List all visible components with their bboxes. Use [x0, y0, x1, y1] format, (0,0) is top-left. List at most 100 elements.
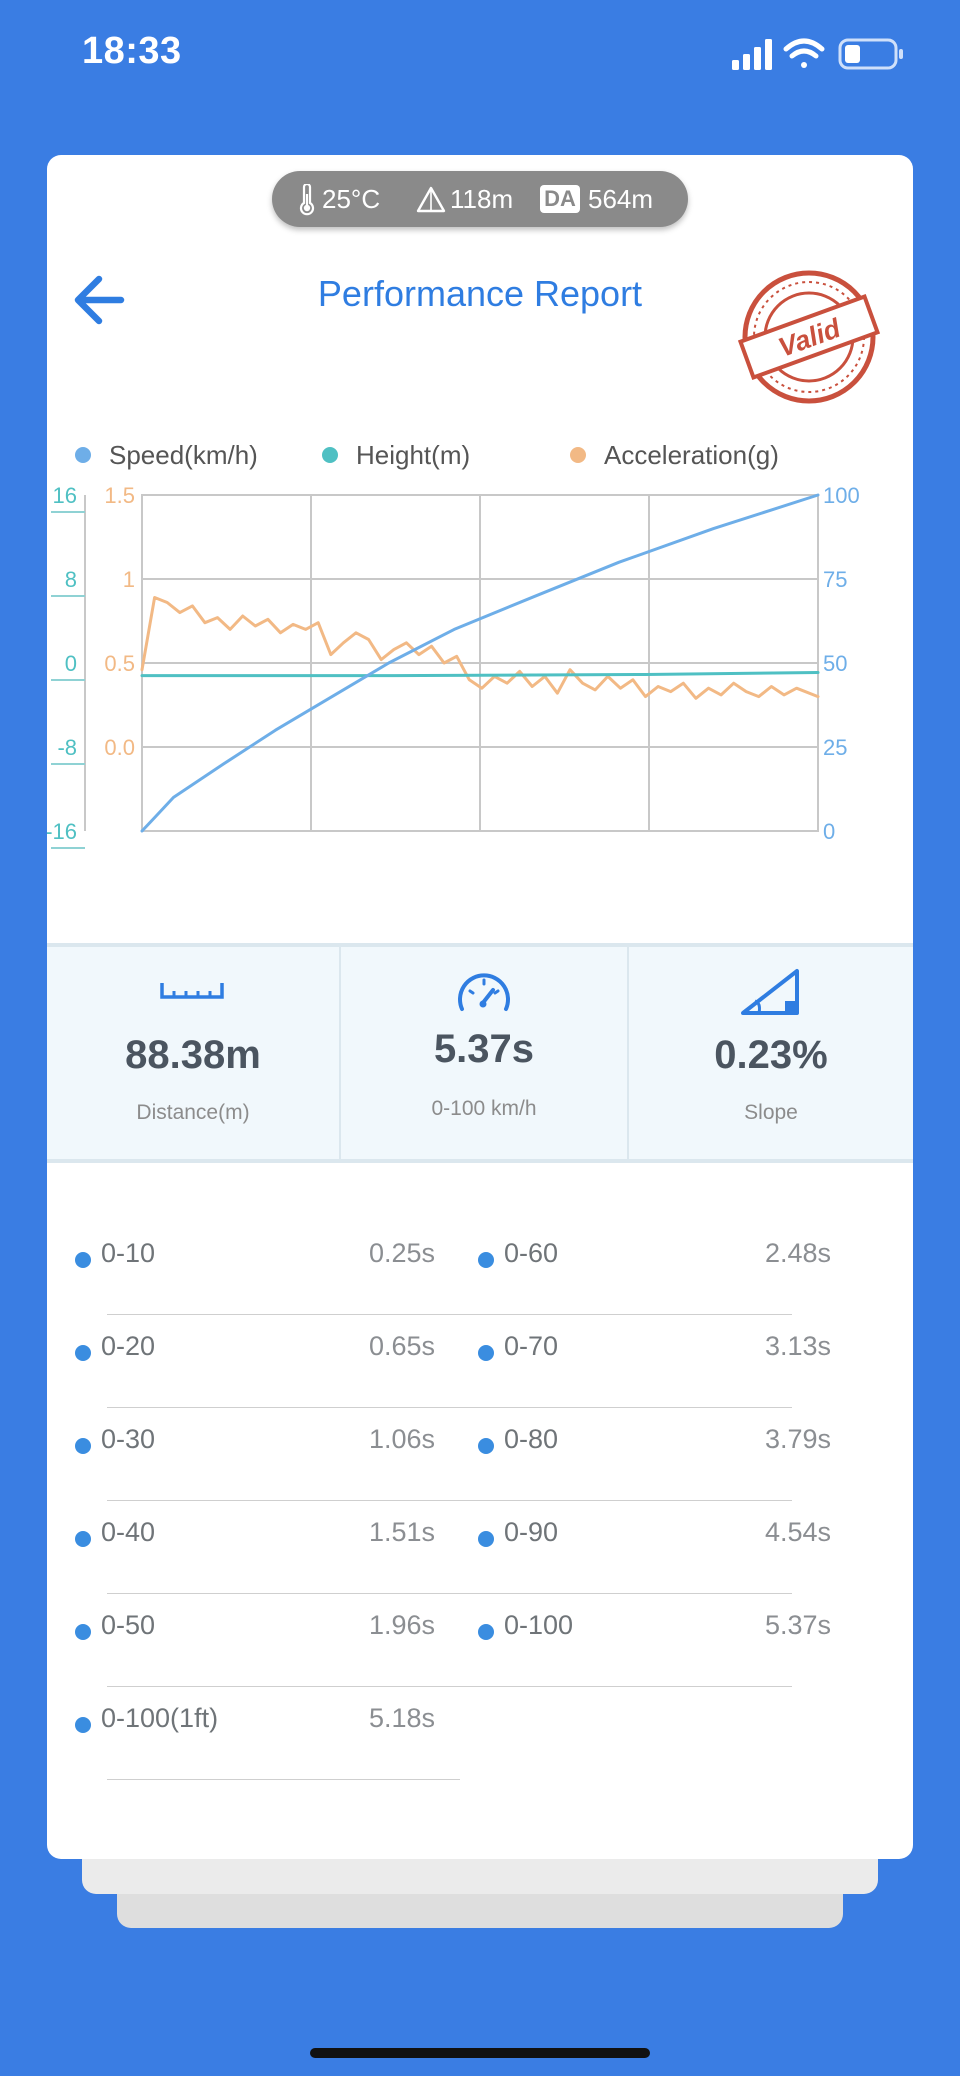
split-time: 4.54s [764, 1517, 831, 1547]
split-range: 0-70 [504, 1331, 559, 1361]
split-item: 0-80 3.79s [478, 1408, 848, 1501]
density-altitude-value: 564m [588, 184, 654, 214]
legend-label-speed: Speed(km/h) [109, 440, 258, 470]
split-item: 0-50 1.96s [75, 1594, 792, 1687]
split-time: 2.48s [764, 1238, 831, 1268]
valid-stamp-icon: Valid [737, 270, 881, 404]
split-divider [107, 1686, 792, 1687]
split-range: 0-80 [504, 1424, 559, 1454]
split-range: 0-40 [101, 1517, 156, 1547]
home-indicator [310, 2048, 650, 2058]
legend-label-height: Height(m) [356, 440, 471, 470]
split-dot [478, 1438, 494, 1454]
status-icons [732, 38, 903, 70]
split-time: 3.13s [764, 1331, 831, 1361]
density-altitude-badge: DA [540, 185, 580, 213]
split-dot [478, 1531, 494, 1547]
performance-chart: 16 8 0 -8 -16 1.5 1 0.5 0.0 100 75 50 25 0 [47, 485, 860, 849]
legend-item-speed: Speed(km/h) [75, 435, 258, 475]
zero-to-hundred-label: 0-100 km/h [431, 1097, 537, 1120]
split-dot [478, 1252, 494, 1268]
split-dot [75, 1717, 91, 1733]
split-range: 0-100(1ft) [101, 1703, 219, 1733]
split-divider [107, 1593, 792, 1594]
stat-distance: 88.38m Distance(m) [47, 947, 339, 1159]
split-time: 5.37s [764, 1610, 831, 1640]
speedometer-icon [458, 973, 510, 1011]
stats-panel: 88.38m Distance(m) 5.37s 0-100 km/h 0.23… [47, 943, 913, 1163]
split-time: 0.65s [368, 1331, 435, 1361]
legend-dot-acceleration [570, 447, 586, 464]
split-item: 0-90 4.54s [478, 1501, 848, 1594]
split-dot [75, 1624, 91, 1640]
zero-to-hundred-value: 5.37s [433, 1027, 535, 1071]
conditions-pill: 25°C 118m DA 564m [272, 171, 688, 227]
split-divider [107, 1407, 792, 1408]
split-range: 0-30 [101, 1424, 156, 1454]
series-line-height [140, 671, 820, 678]
height-tick-label: 16 [53, 485, 77, 508]
split-item: 0-10 0.25s [75, 1222, 792, 1315]
thermometer-icon [299, 184, 315, 216]
split-item: 0-40 1.51s [75, 1501, 792, 1594]
split-time: 1.96s [368, 1610, 435, 1640]
mountain-icon [416, 186, 446, 213]
speed-tick-label: 50 [823, 651, 847, 676]
split-item: 0-20 0.65s [75, 1315, 792, 1408]
split-range: 0-50 [101, 1610, 156, 1640]
status-bar: 18:33 [0, 0, 960, 110]
stat-divider [339, 947, 341, 1159]
battery-icon [838, 38, 903, 70]
slope-value: 0.23% [714, 1033, 828, 1077]
split-dot [478, 1624, 494, 1640]
back-arrow-icon[interactable] [69, 265, 131, 335]
acceleration-tick-label: 0.0 [104, 735, 135, 760]
altitude-value: 118m [450, 184, 514, 214]
split-item: 0-60 2.48s [478, 1222, 848, 1315]
acceleration-tick-label: 0.5 [104, 651, 135, 676]
split-item: 0-30 1.06s [75, 1408, 792, 1501]
legend-item-acceleration: Acceleration(g) [570, 435, 779, 475]
slope-label: Slope [744, 1101, 798, 1124]
stat-slope: 0.23% Slope [629, 947, 913, 1159]
split-item: 0-100(1ft) 5.18s [75, 1687, 460, 1780]
stat-zero-to-hundred: 5.37s 0-100 km/h [341, 947, 627, 1159]
split-time: 3.79s [764, 1424, 831, 1454]
split-range: 0-20 [101, 1331, 156, 1361]
report-card: 25°C 118m DA 564m Performance Report Val… [47, 155, 913, 1859]
split-divider [107, 1779, 460, 1780]
split-time: 0.25s [368, 1238, 435, 1268]
chart-legend: Speed(km/h) Height(m) Acceleration(g) [47, 435, 913, 475]
acceleration-tick-label: 1.5 [104, 485, 135, 508]
height-tick-label: 8 [65, 567, 77, 592]
split-range: 0-60 [504, 1238, 559, 1268]
split-dot [75, 1438, 91, 1454]
acceleration-tick-label: 1 [123, 567, 135, 592]
status-time: 18:33 [82, 30, 182, 72]
speed-tick-label: 0 [823, 819, 835, 844]
split-dot [75, 1345, 91, 1361]
legend-label-acceleration: Acceleration(g) [604, 440, 779, 470]
split-time: 1.06s [368, 1424, 435, 1454]
speed-tick-label: 100 [823, 485, 860, 508]
split-dot [478, 1345, 494, 1361]
legend-dot-speed [75, 447, 91, 464]
split-time: 5.18s [368, 1703, 435, 1733]
slope-icon [741, 969, 799, 1015]
ruler-icon [160, 983, 224, 999]
page-title: Performance Report [317, 273, 643, 314]
split-range: 0-10 [101, 1238, 156, 1268]
split-item: 0-100 5.37s [478, 1594, 848, 1687]
legend-dot-height [322, 447, 338, 464]
speed-tick-label: 75 [823, 567, 847, 592]
split-range: 0-100 [504, 1610, 574, 1640]
split-dot [75, 1252, 91, 1268]
split-divider [107, 1314, 792, 1315]
split-dot [75, 1531, 91, 1547]
signal-icon [732, 39, 772, 70]
stat-divider [627, 947, 629, 1159]
series-line-acceleration [140, 596, 820, 700]
split-range: 0-90 [504, 1517, 559, 1547]
wifi-icon [783, 38, 825, 68]
height-tick-label: 0 [65, 651, 77, 676]
